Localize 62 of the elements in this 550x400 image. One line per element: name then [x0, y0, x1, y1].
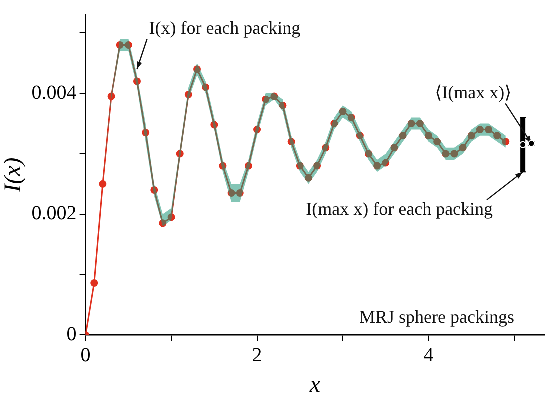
y-tick-label: 0.004: [32, 82, 77, 104]
point: [108, 92, 116, 100]
point: [99, 180, 107, 188]
point: [159, 220, 167, 228]
point: [408, 120, 416, 128]
point: [176, 150, 184, 158]
point: [236, 189, 244, 197]
point: [296, 162, 304, 170]
point: [254, 126, 262, 134]
point: [468, 132, 476, 140]
point: [348, 114, 356, 122]
point: [279, 102, 287, 110]
point: [416, 120, 424, 128]
point: [399, 132, 407, 140]
point: [124, 41, 132, 49]
point: [288, 138, 296, 146]
point: [116, 41, 124, 49]
point: [228, 189, 236, 197]
y-tick-label: 0: [66, 323, 77, 346]
point: [502, 138, 510, 146]
point: [194, 66, 202, 74]
point: [374, 162, 382, 170]
x-axis-title: x: [308, 372, 321, 398]
point: [210, 121, 218, 129]
point: [356, 132, 364, 140]
x-tick-label: 4: [424, 344, 434, 366]
point: [485, 126, 493, 134]
point: [434, 138, 442, 146]
point: [520, 141, 527, 148]
annotation: I(x) for each packing: [149, 18, 301, 38]
point: [450, 150, 458, 158]
point: [168, 214, 176, 222]
point: [425, 132, 433, 140]
point: [90, 279, 98, 287]
point: [150, 186, 158, 194]
point: [219, 162, 227, 170]
point: [244, 162, 252, 170]
point: [330, 120, 338, 128]
point: [322, 144, 330, 152]
y-tick-label: 0.002: [32, 202, 77, 225]
point: [133, 78, 141, 86]
point: [314, 162, 322, 170]
point: [339, 108, 347, 116]
point: [262, 96, 270, 104]
annotation: ⟨I(max x)⟩: [435, 82, 512, 102]
annotation: I(max x) for each packing: [306, 198, 494, 219]
point: [202, 84, 210, 92]
annotation: MRJ sphere packings: [360, 306, 514, 327]
y-axis-title: I(x): [0, 158, 27, 194]
x-tick-label: 2: [252, 344, 262, 366]
point: [459, 144, 467, 152]
x-tick-label: 0: [80, 344, 91, 366]
point: [382, 159, 390, 167]
point: [142, 129, 150, 137]
point: [270, 92, 278, 100]
point: [184, 91, 192, 98]
point: [304, 174, 312, 182]
point: [390, 144, 398, 152]
point: [494, 132, 502, 140]
point: [364, 150, 372, 158]
point: [476, 126, 484, 134]
point: [442, 150, 450, 158]
